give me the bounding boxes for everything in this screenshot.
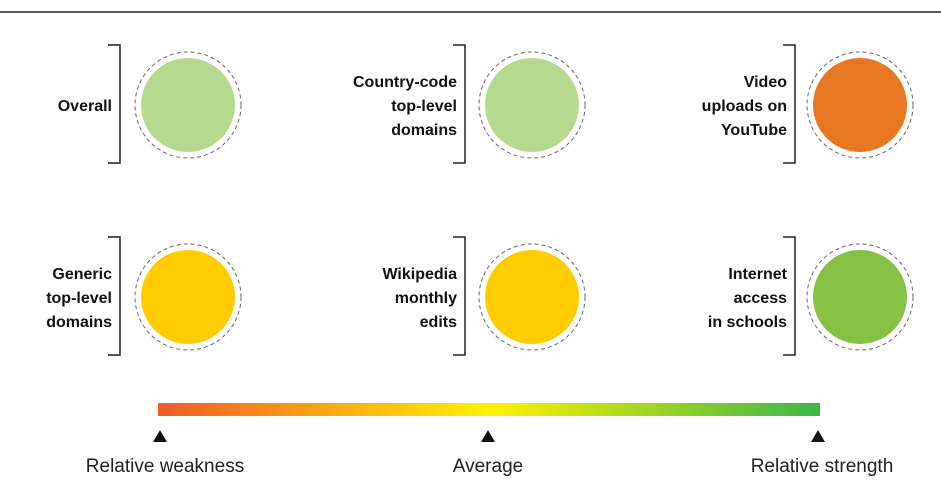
bracket xyxy=(453,44,466,164)
marker xyxy=(481,430,495,442)
item-label: top-level xyxy=(46,290,112,307)
item-label: domains xyxy=(46,314,112,331)
item-label: edits xyxy=(420,314,457,331)
scale-label: Relative weakness xyxy=(86,456,244,477)
bracket xyxy=(783,44,796,164)
indicator-outline xyxy=(134,51,242,159)
item-label: domains xyxy=(391,122,457,139)
item-label: Video xyxy=(744,74,788,91)
indicator xyxy=(485,58,579,152)
marker xyxy=(811,430,825,442)
item-label: Wikipedia xyxy=(382,266,457,283)
indicator xyxy=(141,250,235,344)
bracket xyxy=(108,44,121,164)
bracket xyxy=(453,236,466,356)
indicator-outline xyxy=(478,243,586,351)
item-label: Country-code xyxy=(353,74,457,91)
scale-label: Relative strength xyxy=(751,456,894,477)
marker xyxy=(153,430,167,442)
indicator-outline xyxy=(806,51,914,159)
item-label: Internet xyxy=(728,266,787,283)
bracket xyxy=(108,236,121,356)
indicator xyxy=(813,250,907,344)
item-label: YouTube xyxy=(721,122,787,139)
item-label: access xyxy=(734,290,787,307)
indicator xyxy=(485,250,579,344)
indicator-outline xyxy=(806,243,914,351)
item-label: Overall xyxy=(58,98,112,115)
indicator-outline xyxy=(478,51,586,159)
item-label: top-level xyxy=(391,98,457,115)
indicator xyxy=(813,58,907,152)
color-scale xyxy=(158,403,820,416)
item-label: monthly xyxy=(395,290,457,307)
item-label: uploads on xyxy=(702,98,787,115)
indicator-outline xyxy=(134,243,242,351)
item-label: in schools xyxy=(708,314,787,331)
bracket xyxy=(783,236,796,356)
item-label: Generic xyxy=(52,266,112,283)
indicator xyxy=(141,58,235,152)
scale-label: Average xyxy=(453,456,523,477)
